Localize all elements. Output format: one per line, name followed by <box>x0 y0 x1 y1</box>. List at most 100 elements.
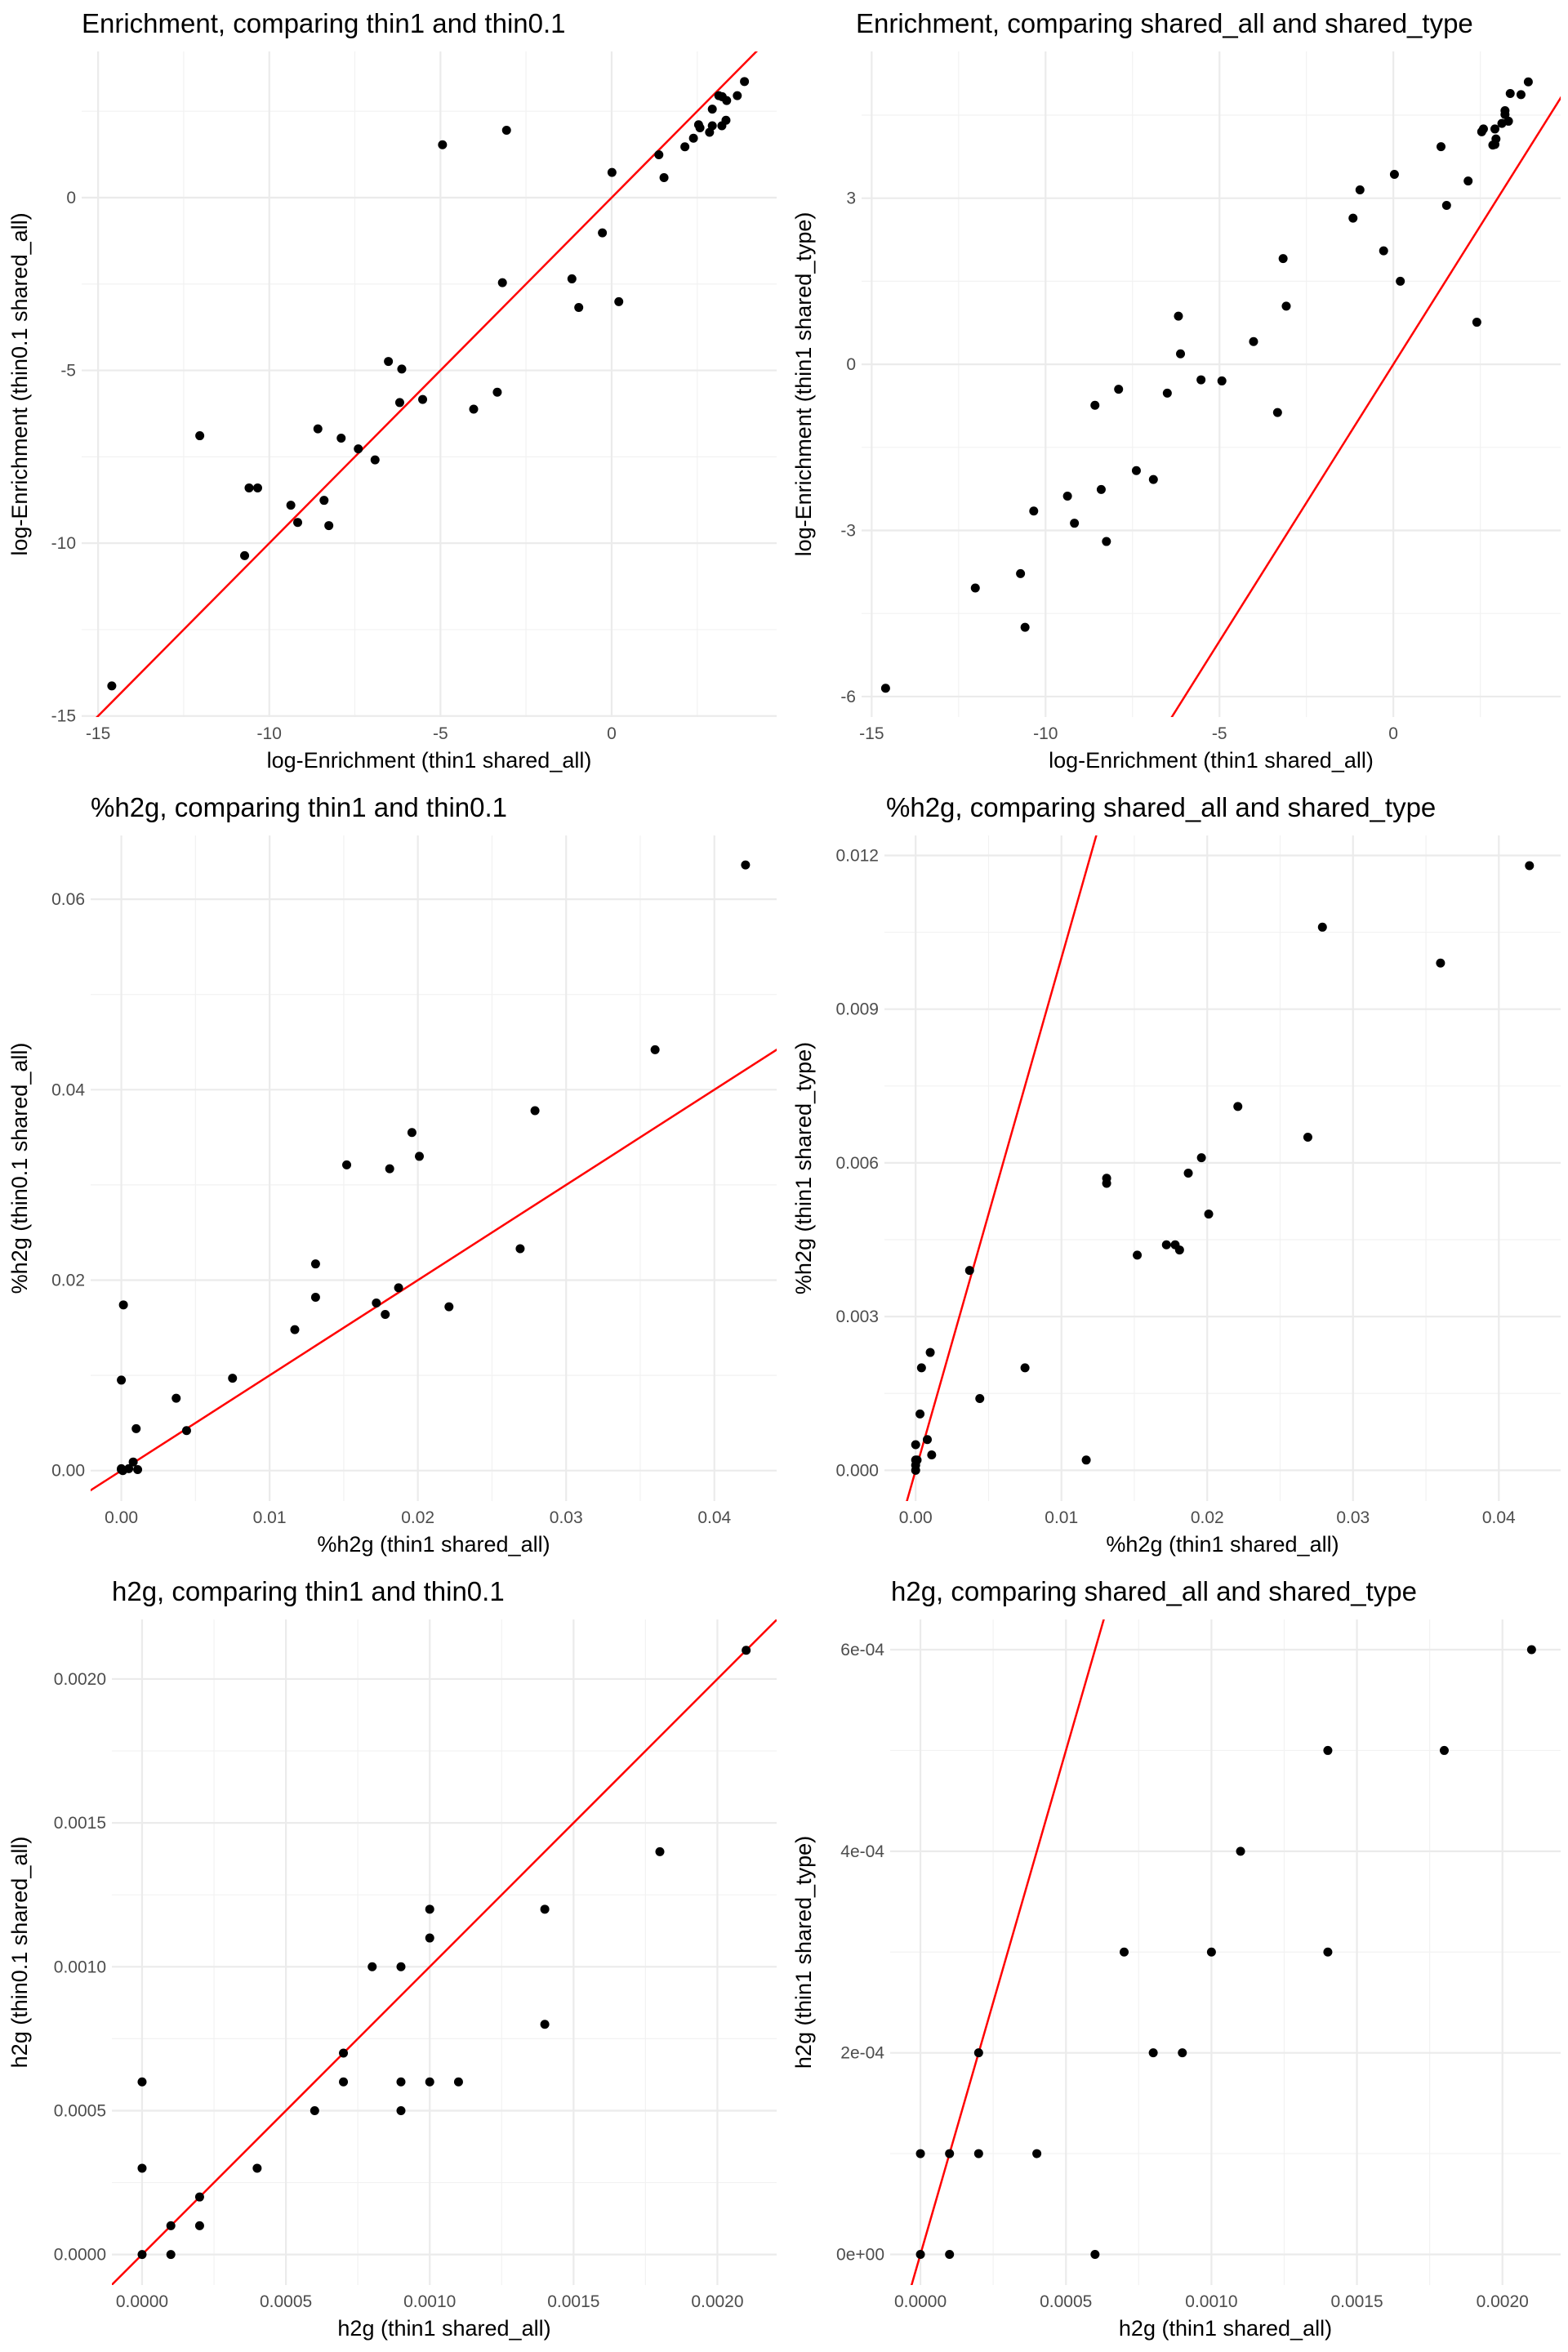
data-point <box>293 518 303 528</box>
data-point <box>172 1393 181 1403</box>
data-point <box>438 140 448 149</box>
data-point <box>425 2077 434 2087</box>
data-point <box>1178 2048 1187 2058</box>
data-point <box>1070 519 1080 528</box>
y-axis-title: %h2g (thin0.1 shared_all) <box>7 1043 32 1294</box>
reference-line-y-equals-x <box>1170 96 1561 717</box>
y-tick-label: -15 <box>51 707 76 726</box>
data-point <box>1348 213 1358 223</box>
data-point <box>688 133 698 143</box>
x-tick-label: 0.04 <box>1482 1508 1516 1527</box>
y-tick-label: -6 <box>840 688 856 706</box>
data-point <box>252 2163 262 2173</box>
data-point <box>721 115 731 125</box>
panel-2: -15 -10 -5 0 -6 -3 0 3 Enrichment, comparing sha… <box>791 8 1561 773</box>
data-point <box>137 2250 147 2260</box>
data-point <box>1174 311 1183 321</box>
data-point <box>880 684 890 693</box>
data-point <box>372 1298 381 1307</box>
y-tick-label: 3 <box>846 189 856 208</box>
data-point <box>915 1409 925 1419</box>
x-tick-label: 0.03 <box>550 1508 583 1527</box>
data-point <box>469 404 479 414</box>
data-point <box>1090 400 1100 410</box>
data-point <box>310 1292 320 1302</box>
data-point <box>194 2221 204 2230</box>
data-point <box>497 278 507 287</box>
x-tick-label: 0.02 <box>1191 1508 1224 1527</box>
x-tick-label: -5 <box>433 724 448 743</box>
data-point <box>286 501 296 510</box>
data-point <box>945 2149 955 2158</box>
data-point <box>1162 388 1172 398</box>
data-point <box>1081 1455 1091 1465</box>
data-point <box>654 150 664 160</box>
data-point <box>1436 958 1446 968</box>
data-point <box>319 496 329 506</box>
y-tick-label: 0 <box>66 189 76 207</box>
x-tick-label: 0.0000 <box>116 2292 168 2311</box>
data-point <box>131 1423 141 1433</box>
panel-1: -15 -10 -5 0 -15 -10 -5 0 Enrichment, comparing … <box>7 8 777 773</box>
data-point <box>614 296 624 306</box>
data-point <box>397 364 407 374</box>
x-tick-label: 0.04 <box>697 1508 731 1527</box>
data-point <box>228 1374 238 1383</box>
data-point <box>1396 276 1405 286</box>
data-point <box>707 121 717 131</box>
data-point <box>117 1375 127 1385</box>
data-point <box>1505 89 1515 99</box>
data-point <box>194 2192 204 2202</box>
y-tick-label: 0.06 <box>51 890 85 909</box>
data-point <box>124 1463 134 1473</box>
data-point <box>1102 1178 1111 1188</box>
data-point <box>1278 254 1288 264</box>
x-tick-label: -10 <box>257 724 282 743</box>
data-point <box>1204 1209 1214 1219</box>
x-tick-label: 0.01 <box>1045 1508 1078 1527</box>
y-tick-label: 0.0020 <box>54 1670 106 1689</box>
data-point <box>540 2020 550 2029</box>
data-point <box>384 357 394 367</box>
data-point <box>945 2249 955 2259</box>
y-tick-label: 0e+00 <box>836 2245 884 2264</box>
y-tick-label: 6e-04 <box>840 1641 884 1659</box>
y-tick-label: 0.00 <box>51 1462 85 1481</box>
data-point <box>1478 124 1488 134</box>
data-point <box>515 1244 525 1254</box>
data-point <box>927 1450 937 1460</box>
y-axis-title: log-Enrichment (thin1 shared_type) <box>791 212 816 557</box>
data-point <box>252 483 262 492</box>
data-point <box>310 2105 319 2115</box>
y-tick-label: 0.000 <box>835 1461 879 1480</box>
data-point <box>970 583 980 593</box>
x-tick-label: 0.02 <box>401 1508 434 1527</box>
data-point <box>453 2077 463 2087</box>
data-point <box>370 455 380 465</box>
y-tick-label: 0.006 <box>835 1154 879 1173</box>
y-tick-label: 0.0010 <box>54 1958 106 1976</box>
plot-title: %h2g, comparing thin1 and thin0.1 <box>91 792 507 822</box>
data-point <box>381 1309 390 1319</box>
data-point <box>1525 861 1535 871</box>
x-tick-label: 0.0015 <box>547 2292 599 2311</box>
y-axis-title: log-Enrichment (thin0.1 shared_all) <box>7 212 32 555</box>
data-point <box>607 167 617 177</box>
data-point <box>418 394 428 404</box>
data-point <box>567 274 577 283</box>
x-axis-title: %h2g (thin1 shared_all) <box>1106 1532 1339 1557</box>
data-point <box>166 2221 176 2230</box>
y-axis-title: h2g (thin0.1 shared_all) <box>7 1837 32 2069</box>
data-point <box>1176 349 1186 359</box>
data-point <box>915 2149 925 2158</box>
data-point <box>1020 1363 1030 1373</box>
data-point <box>166 2250 176 2260</box>
y-tick-label: -5 <box>60 362 76 381</box>
plot-title: Enrichment, comparing shared_all and sha… <box>856 8 1473 38</box>
data-point <box>1272 408 1282 417</box>
data-point <box>1379 246 1388 256</box>
data-point <box>707 105 717 114</box>
y-axis-title: h2g (thin1 shared_type) <box>791 1836 816 2069</box>
x-tick-label: 0.00 <box>899 1508 933 1527</box>
